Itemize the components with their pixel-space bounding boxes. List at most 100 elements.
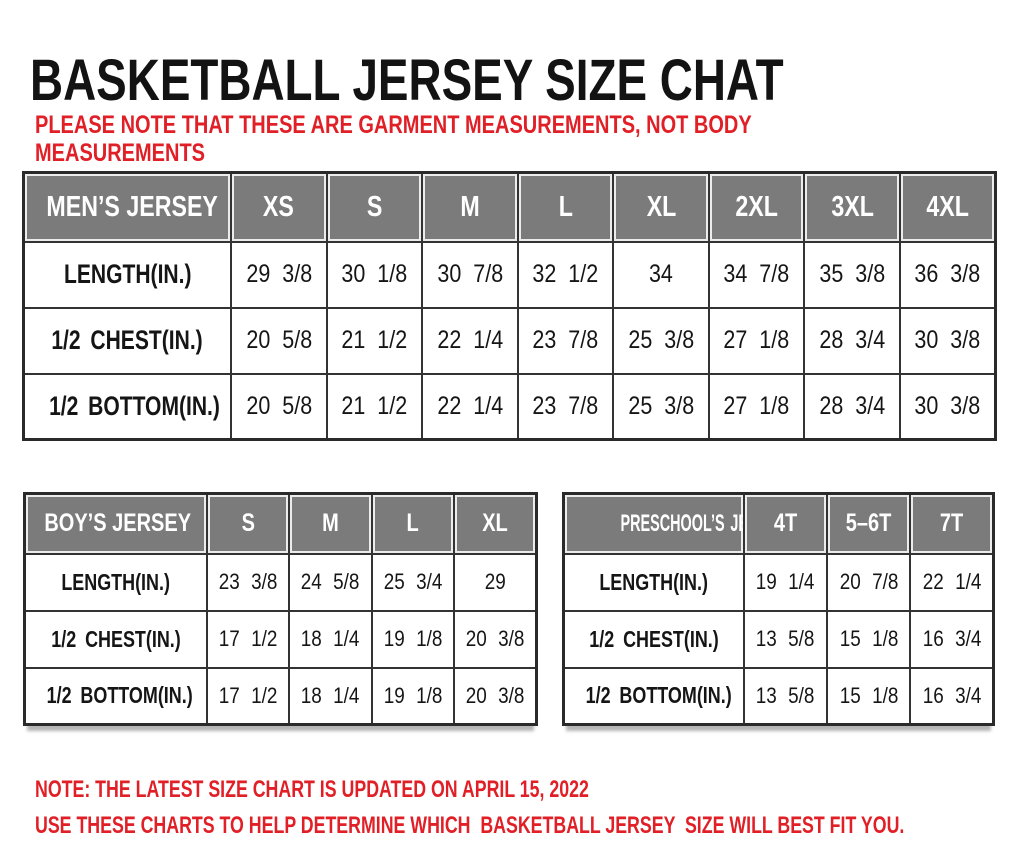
size-value-cell: 23 3/8: [205, 552, 291, 612]
size-value-cell: 30 1/8: [325, 240, 424, 309]
size-value-cell: 30 7/8: [421, 240, 519, 309]
size-value: 13 5/8: [756, 626, 815, 651]
size-column-header: 2XL: [707, 171, 806, 243]
measurement-row-label: LENGTH(IN.): [23, 552, 208, 612]
measurement-label-text: 1/2 CHEST(IN.): [51, 325, 204, 355]
size-label: L: [558, 190, 573, 223]
size-value: 30 7/8: [436, 260, 503, 288]
size-value: 20 5/8: [245, 326, 312, 354]
size-value: 30 3/8: [914, 326, 981, 354]
table-title-cell: BOY’S JERSEY: [23, 492, 208, 555]
size-value-cell: 20 3/8: [453, 666, 538, 726]
size-column-header: XL: [453, 492, 538, 555]
measurement-label-text: 1/2 CHEST(IN.): [51, 625, 181, 652]
page-title: BASKETBALL JERSEY SIZE CHAT: [30, 47, 784, 113]
size-value-cell: 19 1/8: [370, 609, 456, 669]
size-value-cell: 15 1/8: [826, 609, 912, 669]
size-value: 30 3/8: [914, 391, 981, 420]
size-value-cell: 30 3/8: [898, 306, 997, 375]
size-label: XS: [263, 190, 295, 223]
size-value: 34 7/8: [723, 260, 790, 288]
table-title-text: PRESCHOOL’S JERSEY: [620, 509, 742, 537]
size-value: 23 7/8: [532, 391, 599, 420]
size-value-cell: 28 3/4: [803, 306, 901, 375]
size-label: XL: [646, 190, 676, 223]
measurement-row-label: LENGTH(IN.): [22, 240, 232, 309]
size-value-cell: 17 1/2: [205, 666, 291, 726]
size-value-cell: 34: [612, 240, 710, 309]
size-column-header: 4T: [742, 492, 829, 555]
size-label: 3XL: [830, 190, 874, 223]
size-label: S: [241, 509, 255, 538]
size-column-header: 5–6T: [826, 492, 912, 555]
size-value: 17 1/2: [218, 682, 278, 708]
size-value-cell: 15 1/8: [826, 666, 912, 726]
size-value: 18 1/4: [301, 626, 360, 651]
measurement-label-text: LENGTH(IN.): [61, 568, 171, 595]
size-value-cell: 20 5/8: [230, 372, 328, 441]
size-value-cell: 25 3/8: [612, 372, 710, 441]
size-value-cell: 13 5/8: [742, 666, 829, 726]
table-title-text: MEN’S JERSEY: [46, 190, 218, 223]
measurement-label-text: 1/2 CHEST(IN.): [589, 625, 719, 652]
size-value-cell: 20 3/8: [453, 609, 538, 669]
size-value: 20 3/8: [465, 682, 525, 708]
garment-measurement-disclaimer: PLEASE NOTE THAT THESE ARE GARMENT MEASU…: [35, 111, 752, 167]
size-label: S: [366, 190, 383, 223]
size-value: 36 3/8: [914, 260, 981, 288]
table-title-cell: PRESCHOOL’S JERSEY: [562, 492, 745, 555]
size-value-cell: 21 1/2: [325, 306, 424, 375]
size-value-cell: 20 5/8: [230, 306, 328, 375]
size-value: 15 1/8: [839, 626, 899, 651]
size-value-cell: 29: [453, 552, 538, 612]
size-value: 20 7/8: [839, 569, 899, 594]
size-label: 4T: [773, 509, 798, 538]
size-value-cell: 18 1/4: [288, 609, 373, 669]
size-value: 19 1/8: [383, 682, 443, 708]
size-column-header: S: [325, 171, 424, 243]
size-value-cell: 13 5/8: [742, 609, 829, 669]
size-value-cell: 25 3/4: [370, 552, 456, 612]
size-value-cell: 35 3/8: [803, 240, 901, 309]
size-value: 22 1/4: [922, 569, 981, 594]
boys-size-table: BOY’S JERSEY S M L XL LENGTH(IN.) 23 3/8 24 5/8…: [23, 492, 538, 726]
size-value-cell: 20 7/8: [826, 552, 912, 612]
size-value: 30 1/8: [341, 260, 408, 288]
size-value-cell: 32 1/2: [516, 240, 615, 309]
measurement-label-text: LENGTH(IN.): [599, 568, 709, 595]
size-value: 27 1/8: [723, 391, 790, 420]
size-value: 22 1/4: [436, 391, 503, 420]
measurement-row-label: 1/2 CHEST(IN.): [23, 609, 208, 669]
size-value-cell: 16 3/4: [909, 609, 995, 669]
size-value: 16 3/4: [922, 626, 981, 651]
size-value: 25 3/4: [383, 569, 443, 594]
size-value: 17 1/2: [218, 626, 278, 651]
size-value-cell: 19 1/4: [742, 552, 829, 612]
size-value-cell: 17 1/2: [205, 609, 291, 669]
measurement-row-label: 1/2 BOTTOM(IN.): [562, 666, 745, 726]
size-value: 25 3/8: [628, 326, 694, 354]
preschool-size-table: PRESCHOOL’S JERSEY 4T 5–6T 7T LENGTH(IN.) 19 …: [562, 492, 995, 726]
boys-jersey-size-table-container: BOY’S JERSEY S M L XL LENGTH(IN.) 23 3/8 24 5/8…: [23, 492, 538, 726]
size-value: 21 1/2: [341, 326, 408, 354]
size-column-header: L: [516, 171, 615, 243]
size-value: 23 3/8: [218, 569, 278, 594]
size-column-header: S: [205, 492, 291, 555]
measurement-label-text: 1/2 BOTTOM(IN.): [585, 682, 732, 709]
preschools-jersey-size-table-container: PRESCHOOL’S JERSEY 4T 5–6T 7T LENGTH(IN.) 19 …: [562, 492, 995, 726]
measurement-row-label: 1/2 BOTTOM(IN.): [23, 666, 208, 726]
size-label: L: [406, 509, 420, 538]
size-value-cell: 18 1/4: [288, 666, 373, 726]
size-column-header: 4XL: [898, 171, 997, 243]
size-value: 28 3/4: [819, 391, 886, 420]
size-value: 25 3/8: [628, 391, 694, 420]
size-label: 2XL: [735, 190, 778, 223]
measurement-row-label: 1/2 BOTTOM(IN.): [22, 372, 232, 441]
measurement-label-text: 1/2 BOTTOM(IN.): [49, 390, 220, 421]
size-value-cell: 30 3/8: [898, 372, 997, 441]
size-value-cell: 23 7/8: [516, 306, 615, 375]
mens-jersey-size-table-container: MEN’S JERSEY XS S M L XL 2XL 3XL 4XL LENGTH(IN.) 2…: [22, 171, 997, 441]
size-label: XL: [482, 509, 508, 538]
size-value-cell: 27 1/8: [707, 306, 806, 375]
size-value: 29: [484, 569, 506, 594]
